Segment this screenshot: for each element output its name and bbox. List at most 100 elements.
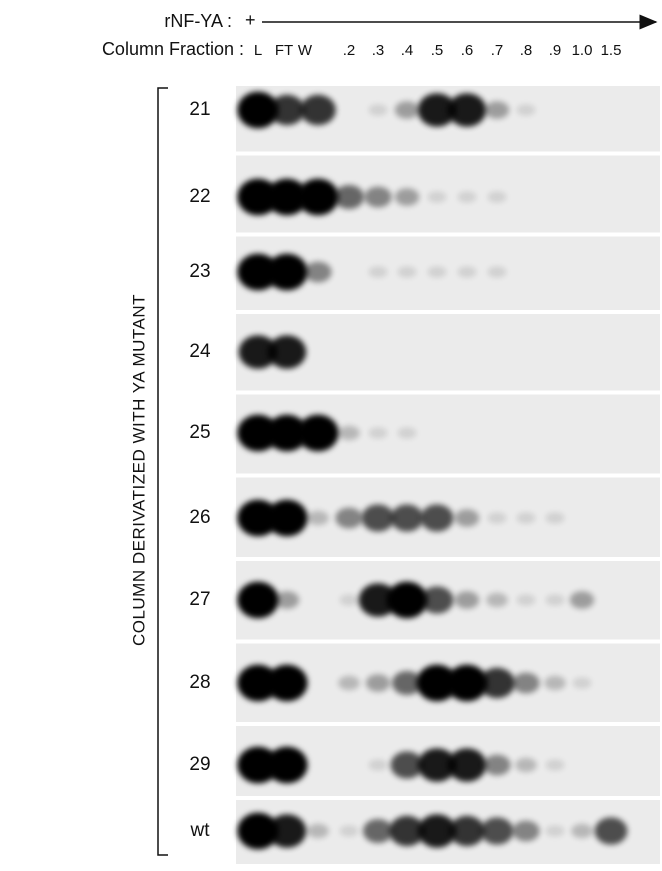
row-label: 27 bbox=[189, 589, 210, 610]
band bbox=[544, 675, 566, 691]
lane-label: L bbox=[254, 42, 262, 59]
treatment-sign: + bbox=[245, 10, 256, 30]
band bbox=[420, 504, 454, 532]
band bbox=[416, 664, 458, 702]
lane-label: .3 bbox=[372, 42, 385, 59]
band bbox=[297, 178, 339, 216]
lane-label: .9 bbox=[549, 42, 562, 59]
side-label: COLUMN DERIVATIZED WITH YA MUTANT bbox=[129, 294, 148, 646]
lane-label: .7 bbox=[491, 42, 504, 59]
band bbox=[545, 512, 565, 524]
lane-label: .8 bbox=[520, 42, 533, 59]
band bbox=[480, 817, 514, 845]
band bbox=[361, 504, 395, 532]
band bbox=[427, 191, 447, 203]
fraction-label: Column Fraction : bbox=[102, 39, 244, 59]
lane-label: .2 bbox=[343, 42, 356, 59]
band bbox=[338, 425, 360, 441]
band bbox=[516, 594, 536, 606]
band bbox=[368, 104, 388, 116]
row-label: 29 bbox=[189, 754, 210, 775]
band bbox=[266, 178, 308, 216]
band bbox=[237, 812, 279, 850]
band bbox=[334, 185, 364, 209]
band bbox=[363, 819, 393, 843]
band bbox=[394, 188, 420, 206]
band bbox=[237, 91, 279, 129]
band bbox=[368, 759, 388, 771]
band bbox=[266, 414, 308, 452]
band bbox=[487, 191, 507, 203]
row-label: 28 bbox=[189, 672, 210, 693]
band bbox=[237, 746, 279, 784]
band bbox=[237, 414, 279, 452]
band bbox=[307, 823, 329, 839]
band bbox=[368, 266, 388, 278]
band bbox=[335, 507, 363, 529]
band bbox=[487, 266, 507, 278]
band bbox=[487, 512, 507, 524]
band bbox=[358, 583, 398, 617]
band bbox=[237, 178, 279, 216]
lane-label: .6 bbox=[461, 42, 474, 59]
gel bbox=[236, 86, 660, 864]
band bbox=[386, 581, 428, 619]
band bbox=[304, 261, 332, 283]
band bbox=[447, 748, 487, 782]
band bbox=[269, 94, 305, 126]
band bbox=[267, 335, 307, 369]
band bbox=[454, 591, 480, 609]
band bbox=[267, 814, 307, 848]
band bbox=[397, 266, 417, 278]
band bbox=[237, 253, 279, 291]
row-label: 21 bbox=[189, 99, 210, 120]
lane-label: FT bbox=[275, 42, 293, 59]
band bbox=[339, 825, 359, 837]
band bbox=[238, 335, 278, 369]
band bbox=[512, 672, 540, 694]
band bbox=[237, 499, 279, 537]
band bbox=[417, 814, 457, 848]
band bbox=[479, 667, 515, 699]
band bbox=[569, 591, 595, 609]
band bbox=[389, 815, 425, 847]
band bbox=[266, 253, 308, 291]
band bbox=[237, 581, 279, 619]
band bbox=[545, 594, 565, 606]
lane-label: 1.0 bbox=[572, 42, 593, 59]
band bbox=[427, 266, 447, 278]
band bbox=[237, 664, 279, 702]
band bbox=[390, 504, 424, 532]
band bbox=[266, 664, 308, 702]
row-label: 22 bbox=[189, 186, 210, 207]
row-label: 24 bbox=[189, 341, 211, 362]
band bbox=[457, 191, 477, 203]
band bbox=[484, 101, 510, 119]
band bbox=[512, 820, 540, 842]
band bbox=[266, 746, 308, 784]
band bbox=[300, 94, 336, 126]
band bbox=[572, 677, 592, 689]
band bbox=[420, 586, 454, 614]
band bbox=[545, 825, 565, 837]
band bbox=[457, 266, 477, 278]
row-label: 25 bbox=[189, 422, 210, 443]
band bbox=[454, 509, 480, 527]
row-label: 26 bbox=[189, 507, 210, 528]
band bbox=[483, 754, 511, 776]
treatment-label: rNF-YA : bbox=[164, 11, 232, 31]
band bbox=[516, 104, 536, 116]
lane-label: W bbox=[298, 42, 313, 59]
lane-label: .5 bbox=[431, 42, 444, 59]
band bbox=[364, 186, 392, 208]
band bbox=[449, 815, 485, 847]
band bbox=[274, 591, 300, 609]
band bbox=[394, 101, 420, 119]
bracket bbox=[157, 87, 168, 856]
band bbox=[390, 751, 424, 779]
band bbox=[392, 671, 422, 695]
labels: L FT W .2 .3 .4 .5 .6 .7 .8 .9 1.0 1.5 21 22 23 24 25 26 27… bbox=[189, 42, 621, 841]
band bbox=[417, 748, 457, 782]
band bbox=[297, 414, 339, 452]
